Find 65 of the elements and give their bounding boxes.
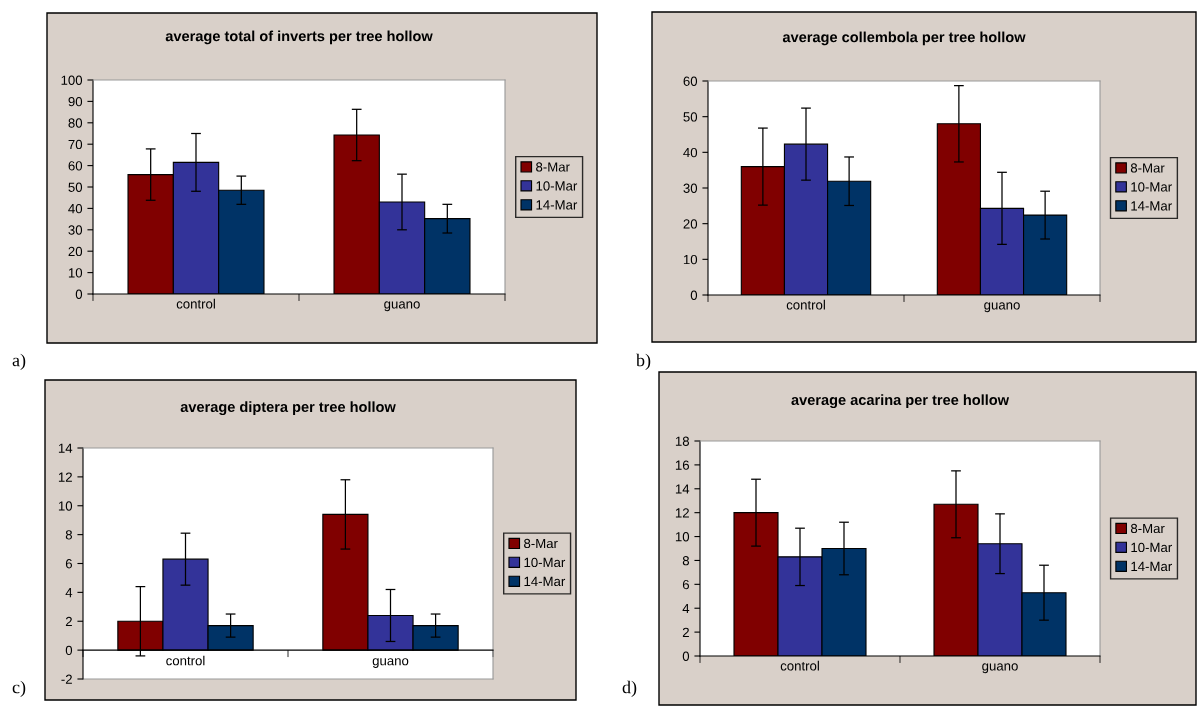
y-tick-label: 70 — [68, 139, 83, 150]
legend-label: 8-Mar — [524, 538, 558, 549]
y-tick-label: 10 — [675, 532, 690, 542]
x-tick-label: control — [780, 660, 819, 671]
x-tick-label: control — [166, 655, 205, 666]
y-tick-label: 8 — [682, 556, 690, 566]
x-tick-label: guano — [372, 658, 409, 668]
x-tick-label: guano — [982, 663, 1018, 674]
y-tick-label: 90 — [68, 96, 83, 107]
legend-label: 8-Mar — [1130, 523, 1165, 534]
y-tick-label: 14 — [58, 443, 73, 453]
y-tick-label: 0 — [75, 289, 83, 299]
x-tick-label: guano — [384, 301, 420, 312]
y-tick-label: 0 — [65, 645, 73, 656]
y-tick-label: 6 — [682, 579, 689, 590]
legend-label: 14-Mar — [1131, 561, 1172, 572]
legend-label: 14-Mar — [1131, 201, 1172, 211]
y-tick-label: 12 — [675, 508, 689, 518]
x-tick-label: control — [786, 299, 825, 310]
legend-label: 14-Mar — [536, 200, 578, 210]
y-tick-label: 30 — [68, 225, 83, 235]
chart-title: average total of inverts per tree hollow — [165, 30, 433, 45]
legend-label: 10-Mar — [536, 181, 578, 191]
y-tick-label: 8 — [65, 530, 73, 540]
legend-label: 14-Mar — [524, 576, 566, 587]
y-tick-label: 50 — [683, 112, 698, 122]
text: a) — [12, 353, 26, 370]
chart-title: average diptera per tree hollow — [180, 401, 396, 415]
chart-title: average collembola per tree hollow — [782, 31, 1026, 46]
y-tick-label: 10 — [68, 268, 83, 278]
y-tick-label: 10 — [58, 501, 73, 511]
chart-title: average acarina per tree hollow — [791, 394, 1010, 408]
legend-label: 10-Mar — [1131, 182, 1172, 192]
x-tick-label: guano — [984, 302, 1020, 313]
y-tick-label: 0 — [682, 651, 690, 661]
x-tick-label: control — [176, 298, 215, 309]
y-tick-label: 60 — [683, 76, 698, 86]
legend-label: 10-Mar — [524, 557, 566, 568]
y-tick-label: 40 — [68, 203, 83, 214]
y-tick-label: 16 — [675, 460, 689, 470]
y-tick-label: 6 — [65, 559, 72, 569]
y-tick-label: 20 — [683, 219, 698, 229]
y-tick-label: 2 — [682, 627, 689, 637]
legend-label: 8-Mar — [1130, 163, 1165, 173]
y-tick-label: 60 — [68, 161, 83, 171]
y-tick-label: 4 — [682, 603, 690, 613]
y-tick-label: 20 — [68, 246, 83, 257]
text: d) — [622, 680, 637, 697]
y-tick-label: 14 — [675, 484, 690, 494]
y-tick-label: 4 — [65, 588, 73, 598]
y-tick-label: 10 — [683, 254, 698, 265]
legend-label: 10-Mar — [1131, 542, 1172, 553]
legend-label: 8-Mar — [536, 162, 570, 172]
y-tick-label: 40 — [683, 147, 698, 158]
y-tick-label: 0 — [690, 290, 698, 300]
y-tick-label: 50 — [68, 182, 83, 192]
y-tick-label: 12 — [58, 472, 72, 482]
y-tick-label: 2 — [65, 616, 72, 627]
y-tick-label: 30 — [683, 183, 698, 193]
y-tick-label: 100 — [61, 75, 83, 85]
text: c) — [12, 680, 26, 697]
y-tick-label: 18 — [675, 436, 690, 446]
y-tick-label: -2 — [61, 674, 72, 684]
text: b) — [636, 353, 651, 370]
y-tick-label: 80 — [68, 118, 83, 128]
